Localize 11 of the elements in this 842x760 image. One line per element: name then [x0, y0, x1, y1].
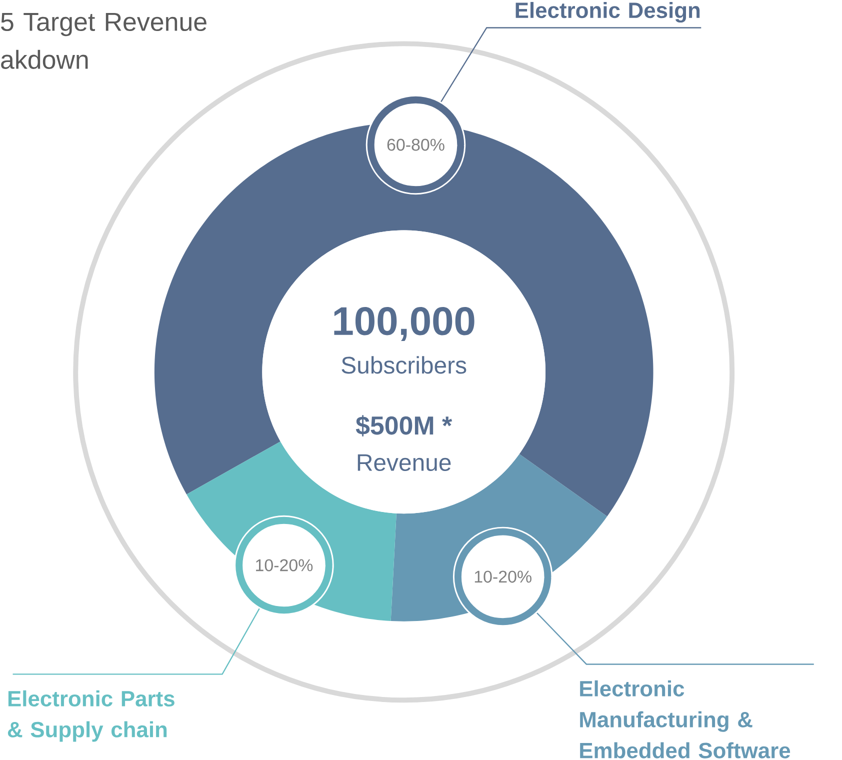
text: 100,000: [334, 306, 474, 341]
slice-label: Electronic Design: [516, 2, 700, 22]
text: Subscribers: [342, 356, 466, 374]
text: 10-20%: [256, 559, 313, 572]
slice-label: Electronic Manufacturing & Embedded Software: [580, 680, 790, 758]
text: 5 Target Revenue akdown: [1, 12, 206, 69]
text: $500M *: [356, 415, 452, 436]
text: 10-20%: [474, 570, 532, 583]
text: 60-80%: [387, 138, 444, 151]
slice-label: Electronic Parts & Supply chain: [8, 690, 174, 742]
text: Revenue: [358, 454, 451, 471]
